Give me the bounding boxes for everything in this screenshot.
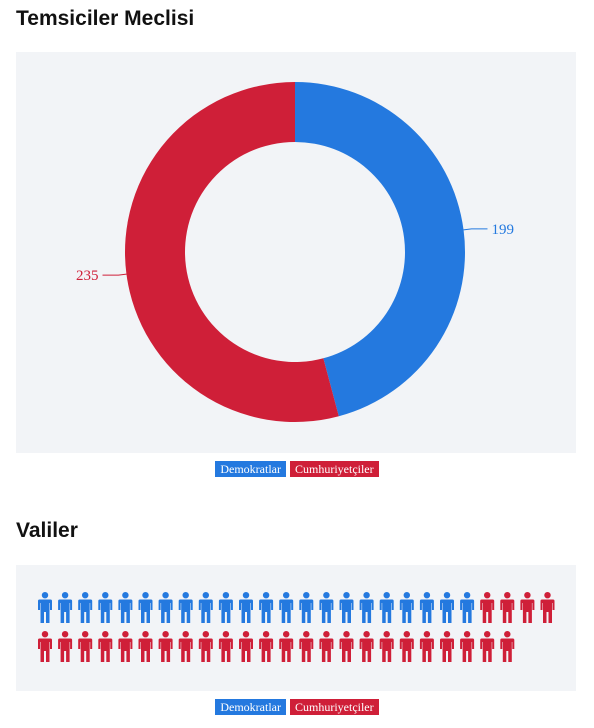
person-icon bbox=[480, 631, 495, 662]
person-icon bbox=[319, 631, 334, 662]
person-icon bbox=[138, 631, 153, 662]
governors-legend-republicans[interactable]: Cumhuriyetçiler bbox=[289, 699, 379, 715]
person-icon bbox=[78, 631, 93, 662]
person-icon bbox=[359, 592, 374, 623]
person-icon bbox=[239, 592, 253, 623]
person-icon bbox=[98, 592, 113, 623]
person-icon bbox=[540, 592, 555, 623]
person-icon bbox=[118, 631, 133, 662]
person-icon bbox=[419, 592, 434, 623]
person-icon bbox=[339, 631, 354, 662]
donut-data-label-democrats: 199 bbox=[491, 222, 514, 238]
house-donut-chart: 199 235 bbox=[76, 82, 514, 422]
person-icon bbox=[379, 592, 394, 623]
person-icon bbox=[38, 592, 52, 623]
governors-legend-democrats[interactable]: Demokratlar bbox=[215, 699, 286, 715]
person-icon bbox=[399, 631, 414, 662]
donut-slice-republicans[interactable] bbox=[125, 82, 339, 422]
person-icon bbox=[98, 631, 113, 662]
governors-pictogram-chart bbox=[38, 592, 555, 662]
person-icon bbox=[460, 631, 475, 662]
donut-data-label-republicans: 235 bbox=[76, 268, 99, 284]
donut-leader-line-democrats bbox=[463, 228, 488, 231]
person-icon bbox=[198, 592, 213, 623]
person-icon bbox=[520, 592, 535, 623]
person-icon bbox=[259, 631, 274, 662]
person-icon bbox=[460, 592, 475, 623]
person-icon bbox=[319, 592, 334, 623]
person-icon bbox=[218, 592, 233, 623]
governors-chart-title: Valiler bbox=[16, 519, 78, 542]
person-icon bbox=[440, 631, 454, 662]
person-icon bbox=[138, 592, 153, 623]
person-icon bbox=[399, 592, 414, 623]
person-icon bbox=[480, 592, 495, 623]
governors-chart-panel bbox=[16, 565, 576, 691]
person-icon bbox=[158, 631, 173, 662]
person-icon bbox=[419, 631, 434, 662]
person-icon bbox=[178, 631, 193, 662]
person-icon bbox=[299, 631, 314, 662]
person-icon bbox=[178, 592, 193, 623]
person-icon bbox=[38, 631, 52, 662]
governors-legend: Demokratlar Cumhuriyetçiler bbox=[0, 699, 594, 715]
house-legend-republicans[interactable]: Cumhuriyetçiler bbox=[289, 461, 379, 477]
person-icon bbox=[339, 592, 354, 623]
person-icon bbox=[158, 592, 173, 623]
person-icon bbox=[259, 592, 274, 623]
house-legend: Demokratlar Cumhuriyetçiler bbox=[0, 461, 594, 477]
house-chart-panel: 199 235 bbox=[16, 52, 576, 453]
person-icon bbox=[359, 631, 374, 662]
donut-slice-democrats[interactable] bbox=[295, 82, 466, 417]
person-icon bbox=[279, 631, 294, 662]
person-icon bbox=[440, 592, 454, 623]
person-icon bbox=[58, 592, 73, 623]
person-icon bbox=[500, 592, 515, 623]
house-legend-democrats[interactable]: Demokratlar bbox=[215, 461, 286, 477]
person-icon bbox=[379, 631, 394, 662]
person-icon bbox=[279, 592, 294, 623]
person-icon bbox=[299, 592, 314, 623]
donut-leader-line-republicans bbox=[102, 273, 127, 276]
person-icon bbox=[198, 631, 213, 662]
house-chart-title: Temsiciler Meclisi bbox=[16, 7, 195, 30]
person-icon bbox=[218, 631, 233, 662]
person-icon bbox=[78, 592, 93, 623]
person-icon bbox=[118, 592, 133, 623]
person-icon bbox=[500, 631, 515, 662]
person-icon bbox=[58, 631, 73, 662]
person-icon bbox=[239, 631, 253, 662]
